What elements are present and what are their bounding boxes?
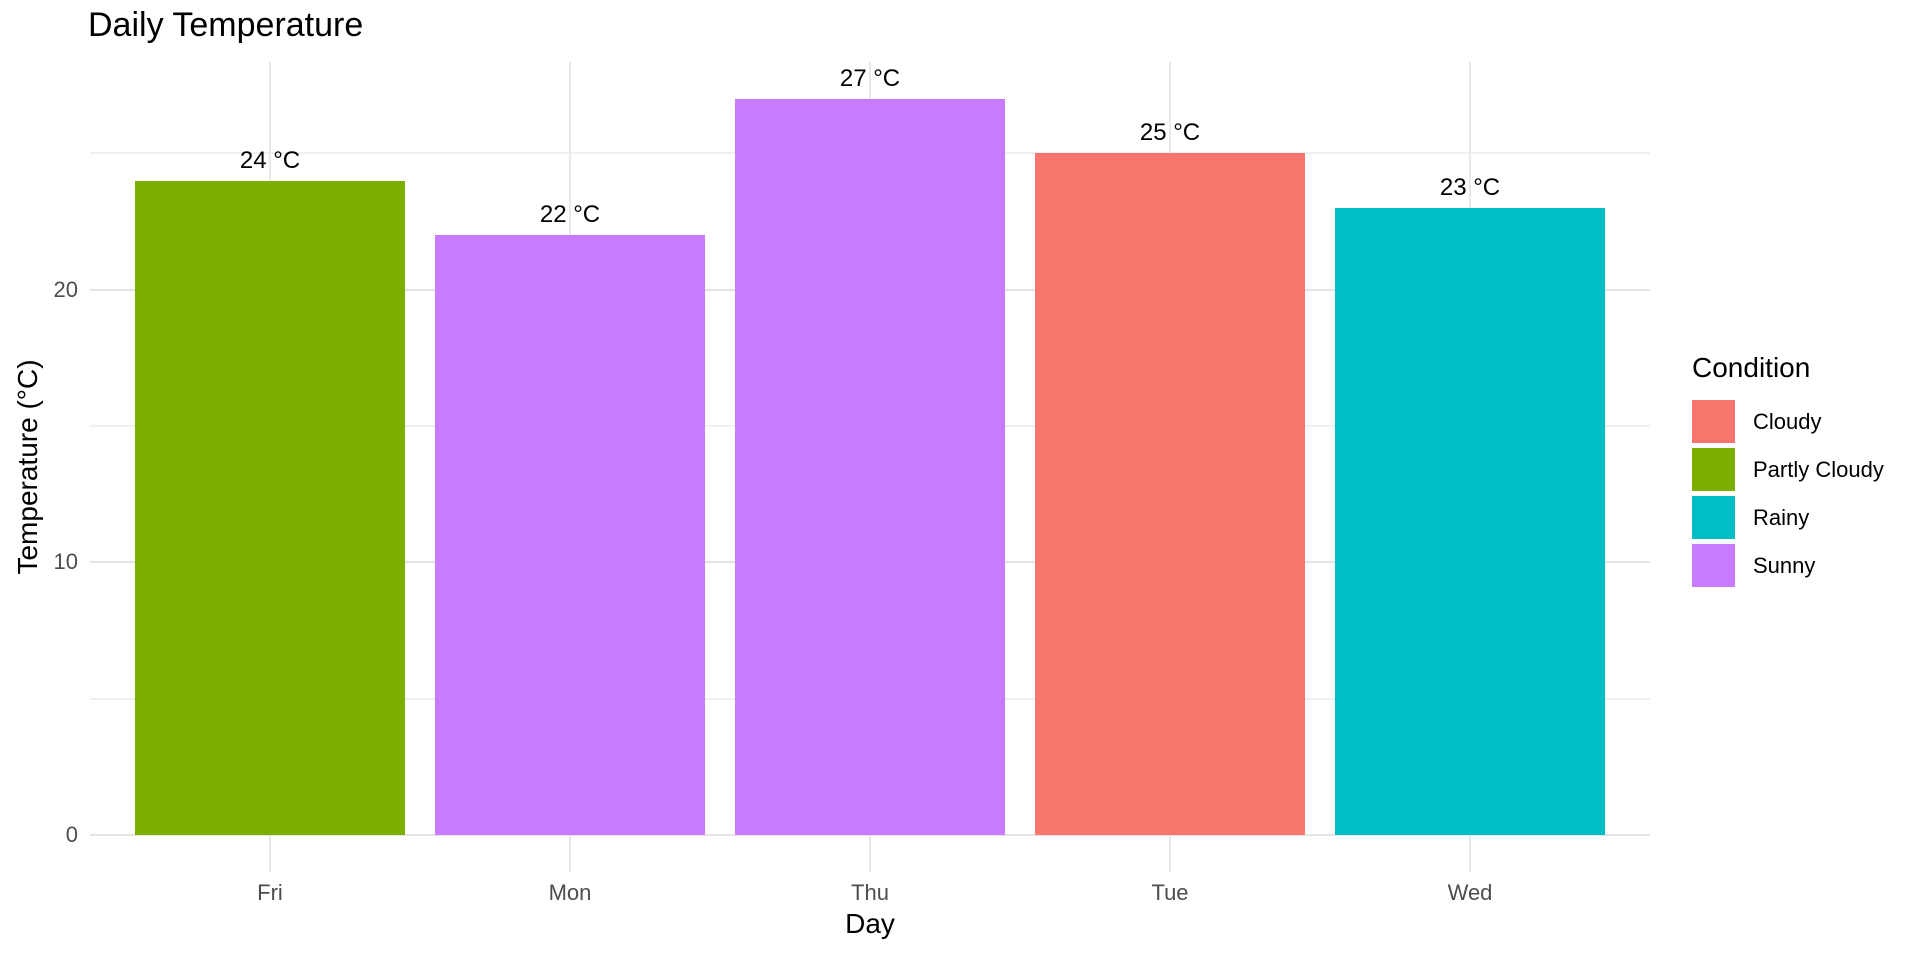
legend-item-partly-cloudy: Partly Cloudy (1692, 448, 1912, 491)
legend-label: Partly Cloudy (1753, 456, 1884, 482)
y-axis-title: Temperature (°C) (12, 359, 43, 575)
bar-value-label-fri: 24 °C (239, 146, 301, 174)
x-tick-label-tue: Tue (1151, 880, 1189, 905)
bar-mon (435, 235, 705, 836)
x-tick-label-mon: Mon (548, 880, 592, 905)
legend-swatch-cloudy (1692, 400, 1735, 443)
bar-wed (1335, 207, 1605, 836)
x-tick-label-fri: Fri (257, 880, 283, 905)
x-tick-label-wed: Wed (1447, 880, 1493, 905)
bar-fri (135, 180, 405, 836)
bar-value-label-mon: 22 °C (539, 201, 601, 229)
bar-value-label-wed: 23 °C (1439, 173, 1501, 201)
bar-value-label-thu: 27 °C (839, 64, 901, 92)
legend-label: Rainy (1753, 504, 1810, 530)
legend-swatch-partly-cloudy (1692, 448, 1735, 491)
legend-label: Cloudy (1753, 408, 1822, 434)
legend-items: Cloudy Partly Cloudy Rainy Sunny (1692, 400, 1912, 587)
legend: Condition Cloudy Partly Cloudy Rainy Sunny (1692, 352, 1912, 592)
bar-tue (1035, 153, 1305, 836)
y-tick-label-10: 10 (53, 549, 78, 575)
legend-title: Condition (1692, 352, 1811, 383)
x-axis-title: Day (845, 908, 895, 939)
legend-item-sunny: Sunny (1692, 544, 1912, 587)
chart-title: Daily Temperature (88, 6, 364, 44)
legend-swatch-rainy (1692, 496, 1735, 539)
bar-value-label-tue: 25 °C (1139, 119, 1201, 147)
legend-swatch-sunny (1692, 544, 1735, 587)
legend-item-cloudy: Cloudy (1692, 400, 1912, 443)
y-tick-label-0: 0 (65, 822, 78, 848)
legend-label: Sunny (1753, 552, 1816, 578)
y-tick-label-20: 20 (53, 276, 78, 302)
x-tick-label-thu: Thu (851, 880, 889, 905)
legend-item-rainy: Rainy (1692, 496, 1912, 539)
bar-thu (735, 98, 1005, 836)
